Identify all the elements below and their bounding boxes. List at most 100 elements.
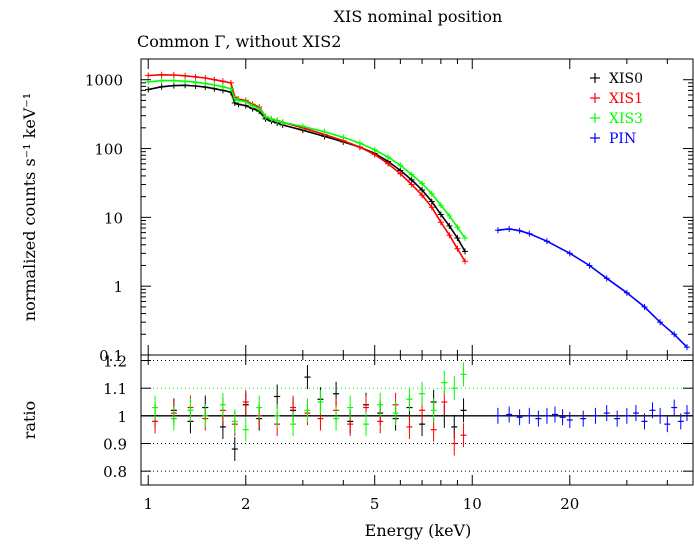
data-point-xis3 [408,171,415,178]
data-point-xis3 [170,77,177,84]
top-series-group [145,71,691,351]
ratio-point-xis3 [441,370,448,395]
data-point-xis3 [211,81,218,88]
data-point-xis0 [446,222,453,229]
bottom-y-axis-label: ratio [20,401,39,439]
ratio-reference-lines [141,360,693,472]
ratio-point-xis3 [256,395,263,420]
ratio-point-xis3 [451,376,458,401]
ratio-point-xis3 [231,409,238,434]
data-point-xis3 [340,134,347,141]
top-y-ticks: 0.1 1 10 100 1000 [85,72,693,365]
ratio-point-xis3 [242,417,249,442]
ratio-point-pin [664,416,671,433]
ratio-point-xis1 [451,431,458,456]
data-point-xis3 [385,154,392,161]
data-point-xis0 [419,186,426,193]
series-line-xis0 [148,84,466,252]
series-line-pin [497,228,688,348]
bottom-y-ticks: 0.8 0.9 1 1.1 1.2 [103,353,693,481]
data-point-pin [641,303,648,310]
ratio-point-xis0 [304,365,311,390]
chart-subtitle: Common Γ, without XIS2 [137,32,341,51]
bottom-plot-frame [140,354,694,486]
data-point-xis3 [274,117,281,124]
ratio-y-tick-label: 0.8 [103,463,127,481]
series-line-xis3 [148,79,466,239]
ratio-point-xis3 [419,381,426,406]
data-point-pin [671,331,678,338]
legend-label: XIS1 [609,91,643,107]
data-point-xis3 [249,102,256,109]
ratio-point-xis3 [392,401,399,426]
ratio-point-pin [526,407,533,424]
ratio-point-xis3 [219,392,226,417]
ratio-point-xis3 [406,387,413,412]
data-point-xis3 [235,97,242,104]
data-point-xis1 [170,72,177,79]
ratio-point-pin [623,407,630,424]
data-point-xis1 [462,258,469,265]
data-point-xis3 [227,85,234,92]
ratio-point-xis3 [333,406,340,431]
data-point-xis0 [454,235,461,242]
top-x-ticks [147,59,668,355]
ratio-point-pin [684,405,691,422]
data-point-xis3 [219,83,226,90]
data-point-xis3 [279,119,286,126]
ratio-point-pin [535,410,542,427]
ratio-point-pin [551,406,558,423]
ratio-point-xis3 [274,403,281,428]
data-point-xis3 [371,146,378,153]
data-point-pin [623,289,630,296]
legend-label: XIS3 [609,111,643,127]
data-point-xis0 [462,248,469,255]
ratio-point-pin [516,409,523,426]
legend-label: PIN [609,131,636,147]
x-tick-label: 20 [560,495,579,513]
ratio-point-pin [677,413,684,430]
data-point-xis3 [419,180,426,187]
data-point-xis3 [462,235,469,242]
data-point-xis1 [385,160,392,167]
data-point-pin [603,275,610,282]
legend: XIS0 XIS1 XIS3 PIN [590,71,643,147]
ratio-point-xis1 [406,414,413,439]
y-tick-label: 1000 [85,72,123,90]
ratio-point-pin [641,413,648,430]
ratio-point-xis3 [304,398,311,423]
data-point-xis1 [437,219,444,226]
data-point-pin [506,225,513,232]
data-point-xis3 [437,202,444,209]
data-point-xis3 [182,78,189,85]
ratio-y-tick-label: 0.9 [103,436,127,454]
ratio-point-xis3 [290,412,297,437]
bottom-panel: 1 2 5 10 20 0.8 0.9 1 1.1 1.2 ratio Energy (keV) [20,353,694,540]
data-point-xis3 [454,224,461,231]
data-point-xis1 [397,170,404,177]
data-point-xis1 [408,181,415,188]
legend-entry-xis1: XIS1 [590,91,643,107]
ratio-point-pin [671,399,678,416]
ratio-y-tick-label: 1 [117,408,127,426]
y-tick-label: 100 [94,141,123,159]
data-point-xis3 [202,80,209,87]
data-point-pin [543,238,550,245]
ratio-point-pin [649,402,656,419]
ratio-point-pin [657,407,664,424]
ratio-point-xis3 [377,392,384,417]
bottom-series-group [152,362,691,462]
data-point-pin [684,344,691,351]
data-point-xis1 [419,192,426,199]
ratio-point-xis1 [242,390,249,415]
ratio-point-xis3 [317,390,324,415]
data-point-pin [566,250,573,257]
y-tick-label: 0.1 [99,347,123,365]
data-point-xis3 [192,79,199,86]
data-point-xis3 [262,113,269,120]
legend-entry-xis3: XIS3 [590,111,643,127]
x-tick-label: 10 [463,495,482,513]
ratio-point-xis3 [460,362,467,387]
x-tick-label: 5 [370,495,380,513]
